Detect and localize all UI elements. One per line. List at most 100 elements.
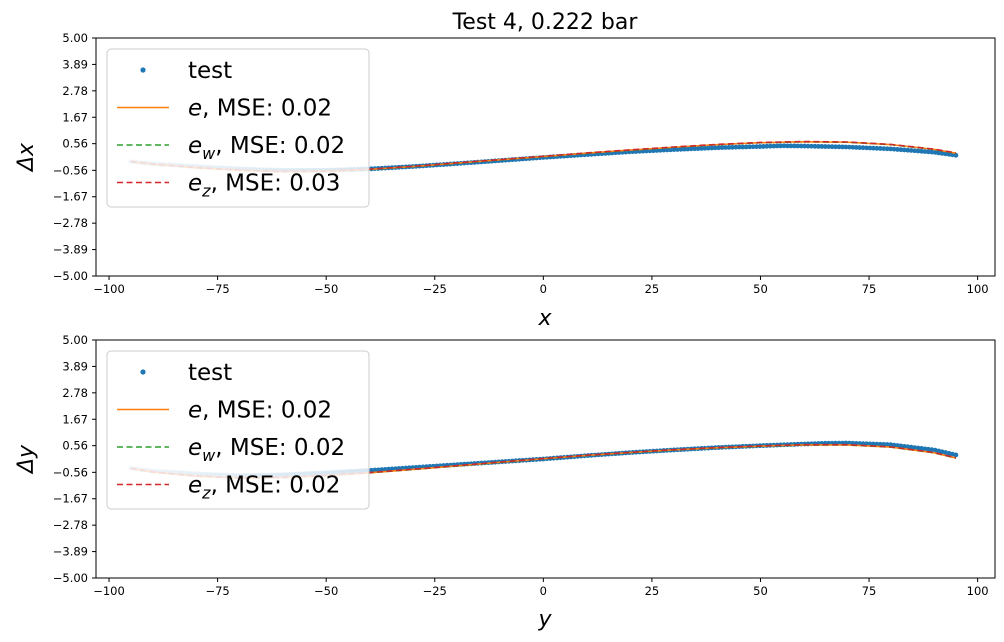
data-point xyxy=(767,143,773,149)
data-point xyxy=(922,149,928,154)
legend-symbol: e xyxy=(188,96,202,122)
data-point xyxy=(805,143,811,149)
data-point xyxy=(802,143,808,149)
data-point xyxy=(788,143,794,149)
data-point xyxy=(764,143,770,149)
data-point xyxy=(791,143,797,149)
data-point xyxy=(661,147,667,153)
data-point xyxy=(716,145,722,151)
legend-mse-text: , MSE: 0.03 xyxy=(211,171,341,197)
bottom-legend-box xyxy=(106,350,370,510)
data-point xyxy=(678,146,684,152)
bottom-panel: −100 −75 −50 −25 0 25 50 75 100 −5.00 −3.89 −2.78 −1… xyxy=(14,333,996,632)
bottom-x-tick-label: −75 xyxy=(205,584,229,598)
data-point xyxy=(836,144,842,150)
legend-label-e: e, MSE: 0.02 xyxy=(188,96,332,122)
bottom-x-tick-label: 0 xyxy=(540,584,547,598)
legend-symbol: e xyxy=(188,435,202,461)
bottom-y-tick-label: 1.67 xyxy=(62,412,88,426)
data-point xyxy=(809,143,814,149)
data-point xyxy=(372,467,378,473)
data-point xyxy=(695,146,701,151)
data-point xyxy=(760,144,766,149)
legend-symbol: e xyxy=(188,133,202,159)
data-point xyxy=(874,145,880,151)
data-point xyxy=(881,442,887,447)
data-point xyxy=(719,145,725,150)
top-plot-frame xyxy=(95,37,996,277)
bottom-x-tick-label: 100 xyxy=(967,584,989,598)
data-point xyxy=(912,148,918,154)
legend-mse-text: , MSE: 0.02 xyxy=(211,473,341,499)
legend-label-ez: ez, MSE: 0.02 xyxy=(188,473,340,503)
legend-label-ez: ez, MSE: 0.03 xyxy=(188,171,340,201)
bottom-y-axis-label: Δy xyxy=(14,444,39,475)
data-point xyxy=(733,144,739,150)
data-point xyxy=(884,442,890,447)
data-point xyxy=(747,144,753,150)
data-point xyxy=(901,147,907,153)
data-point xyxy=(685,146,691,152)
top-y-tick-label: −0.56 xyxy=(53,163,88,177)
data-point xyxy=(757,144,763,149)
data-point xyxy=(657,147,663,153)
data-point xyxy=(850,144,856,150)
top-y-tick-label: −2.78 xyxy=(53,216,88,230)
data-point xyxy=(860,145,866,151)
bottom-y-tick-label: 5.00 xyxy=(62,333,88,347)
top-y-tick-label: 3.89 xyxy=(62,57,88,71)
data-point xyxy=(730,144,735,150)
legend-subscript: z xyxy=(201,182,211,201)
data-point xyxy=(926,149,931,155)
legend-symbol: e xyxy=(188,171,202,197)
data-point xyxy=(846,144,852,150)
data-point xyxy=(771,143,777,149)
bottom-x-tick-label: 25 xyxy=(645,584,660,598)
bottom-x-axis-label: y xyxy=(537,607,552,632)
data-point xyxy=(754,144,759,150)
data-point xyxy=(699,146,704,151)
data-point xyxy=(819,144,825,149)
data-point xyxy=(833,144,838,150)
data-point xyxy=(822,144,828,149)
top-y-axis-label: Δx xyxy=(14,142,39,173)
top-y-tick-label: −3.89 xyxy=(53,243,88,257)
legend-subscript: w xyxy=(202,446,216,465)
bottom-y-tick-label: 0.56 xyxy=(62,439,88,453)
data-point xyxy=(774,143,780,149)
bottom-y-tick-label: −0.56 xyxy=(53,465,88,479)
top-x-tick-label: 0 xyxy=(540,282,547,296)
data-point xyxy=(881,146,887,152)
data-point xyxy=(843,144,849,150)
top-ticks: −100 −75 −50 −25 0 25 50 75 100 −5.00 −3.89 −2.78 −1… xyxy=(53,31,989,296)
data-point xyxy=(382,467,388,472)
top-y-tick-label: 1.67 xyxy=(62,110,88,124)
top-legend-box xyxy=(106,48,370,208)
data-point xyxy=(840,144,845,150)
data-point xyxy=(795,143,801,149)
data-point xyxy=(675,147,680,152)
data-point xyxy=(867,145,873,151)
data-point xyxy=(864,145,869,151)
legend-subscript: z xyxy=(201,484,211,503)
data-point xyxy=(812,143,818,149)
top-x-tick-label: 75 xyxy=(862,282,877,296)
data-point xyxy=(709,145,715,151)
data-point xyxy=(915,148,921,154)
data-point xyxy=(712,145,718,151)
legend-mse-text: , MSE: 0.02 xyxy=(215,133,345,159)
chart-title: Test 4, 0.222 bar xyxy=(452,10,639,35)
legend-symbol: e xyxy=(188,398,202,424)
top-x-tick-label: 25 xyxy=(645,282,660,296)
legend-mse-text: , MSE: 0.02 xyxy=(202,398,332,424)
data-point xyxy=(671,147,677,153)
data-point xyxy=(884,146,890,152)
data-point xyxy=(891,146,897,152)
data-point xyxy=(785,143,790,149)
bottom-x-tick-label: −100 xyxy=(93,584,125,598)
bottom-x-tick-label: 75 xyxy=(862,584,877,598)
data-point xyxy=(853,144,859,150)
bottom-y-tick-label: 2.78 xyxy=(62,386,88,400)
